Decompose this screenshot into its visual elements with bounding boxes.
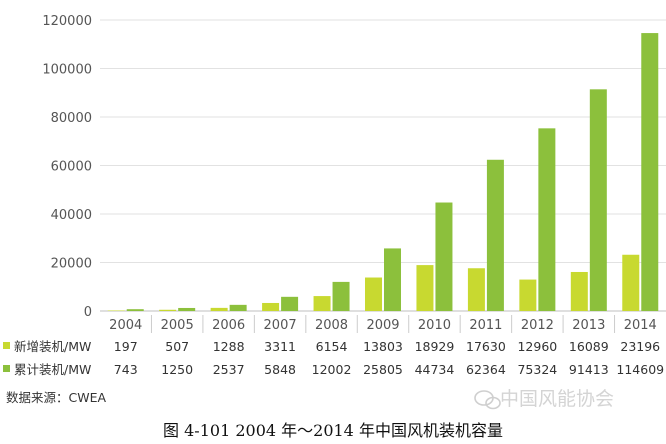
wechat-icon xyxy=(474,390,501,410)
watermark-text: 中国风能协会 xyxy=(500,388,614,410)
bar-cumulative-capacity xyxy=(384,248,401,311)
x-tick-label: 2010 xyxy=(418,318,451,333)
y-tick-label: 40000 xyxy=(51,208,92,223)
bars xyxy=(107,33,659,311)
bar-cumulative-capacity xyxy=(641,33,659,311)
table-cell: 743 xyxy=(114,362,138,377)
x-axis: 2004 2005 2006 2007 2008 2009 2010 2011 2012 2013… xyxy=(109,315,657,333)
figure-caption: 图 4-101 2004 年～2014 年中国风机装机容量 xyxy=(163,421,503,440)
x-tick-label: 2004 xyxy=(109,318,142,333)
bar-cumulative-capacity xyxy=(126,309,144,311)
bar-new-capacity xyxy=(210,307,228,311)
table-cell: 3311 xyxy=(264,339,296,354)
x-tick-label: 2013 xyxy=(572,318,605,333)
x-tick-label: 2008 xyxy=(315,318,348,333)
table-cell: 6154 xyxy=(316,339,348,354)
x-tick-label: 2007 xyxy=(264,318,297,333)
bar-cumulative-capacity xyxy=(178,307,196,311)
y-tick-label: 60000 xyxy=(51,160,92,175)
table-cell: 12960 xyxy=(517,339,557,354)
legend-label: 新增装机/MW xyxy=(14,339,91,354)
bar-new-capacity xyxy=(313,296,331,311)
table-cell: 13803 xyxy=(363,339,403,354)
table-cell: 23196 xyxy=(620,339,660,354)
table-cell: 1288 xyxy=(213,339,245,354)
table-cell: 12002 xyxy=(312,362,352,377)
bar-new-capacity xyxy=(519,279,537,311)
y-tick-label: 20000 xyxy=(51,257,92,272)
table-cell: 5848 xyxy=(264,362,296,377)
table-cell: 75324 xyxy=(517,362,557,377)
watermark: 中国风能协会 xyxy=(474,388,614,410)
table-cell: 16089 xyxy=(569,339,609,354)
bar-cumulative-capacity xyxy=(589,89,607,311)
table-cell: 17630 xyxy=(466,339,506,354)
y-tick-label: 100000 xyxy=(42,63,92,78)
table-cell: 2537 xyxy=(213,362,245,377)
table-cell: 91413 xyxy=(569,362,609,377)
x-tick-label: 2012 xyxy=(521,318,554,333)
table-cell: 507 xyxy=(165,339,189,354)
x-tick-label: 2014 xyxy=(624,318,657,333)
bar-new-capacity xyxy=(622,254,640,311)
legend-swatch xyxy=(3,365,10,372)
gridlines xyxy=(100,19,666,312)
x-tick-label: 2009 xyxy=(366,318,399,333)
bar-new-capacity xyxy=(159,309,177,311)
x-tick-label: 2006 xyxy=(212,318,245,333)
data-source: 数据来源：CWEA xyxy=(6,390,106,405)
table-cell: 197 xyxy=(114,339,138,354)
bar-cumulative-capacity xyxy=(486,159,504,311)
table-cell: 1250 xyxy=(161,362,193,377)
bar-new-capacity xyxy=(467,268,485,311)
y-axis: 0 20000 40000 60000 80000 100000 120000 xyxy=(42,14,92,320)
table-cell: 114609 xyxy=(616,362,664,377)
x-tick-label: 2005 xyxy=(161,318,194,333)
table-cell: 25805 xyxy=(363,362,403,377)
bar-cumulative-capacity xyxy=(281,296,299,311)
bar-new-capacity xyxy=(570,271,588,311)
legend-swatch xyxy=(3,342,10,349)
bar-new-capacity xyxy=(365,277,382,311)
bar-cumulative-capacity xyxy=(435,202,453,311)
bar-new-capacity xyxy=(262,302,280,311)
table-cell: 44734 xyxy=(415,362,455,377)
bar-cumulative-capacity xyxy=(332,281,350,311)
data-table: 新增装机/MW 197 507 1288 3311 6154 13803 18929 17630… xyxy=(3,339,664,377)
y-tick-label: 0 xyxy=(84,305,92,320)
bar-cumulative-capacity xyxy=(538,128,556,311)
table-cell: 62364 xyxy=(466,362,506,377)
x-tick-label: 2011 xyxy=(469,318,502,333)
legend-label: 累计装机/MW xyxy=(14,362,91,377)
y-tick-label: 120000 xyxy=(42,14,92,29)
bar-new-capacity xyxy=(416,265,434,311)
table-cell: 18929 xyxy=(415,339,455,354)
y-tick-label: 80000 xyxy=(51,111,92,126)
bar-cumulative-capacity xyxy=(229,304,247,311)
